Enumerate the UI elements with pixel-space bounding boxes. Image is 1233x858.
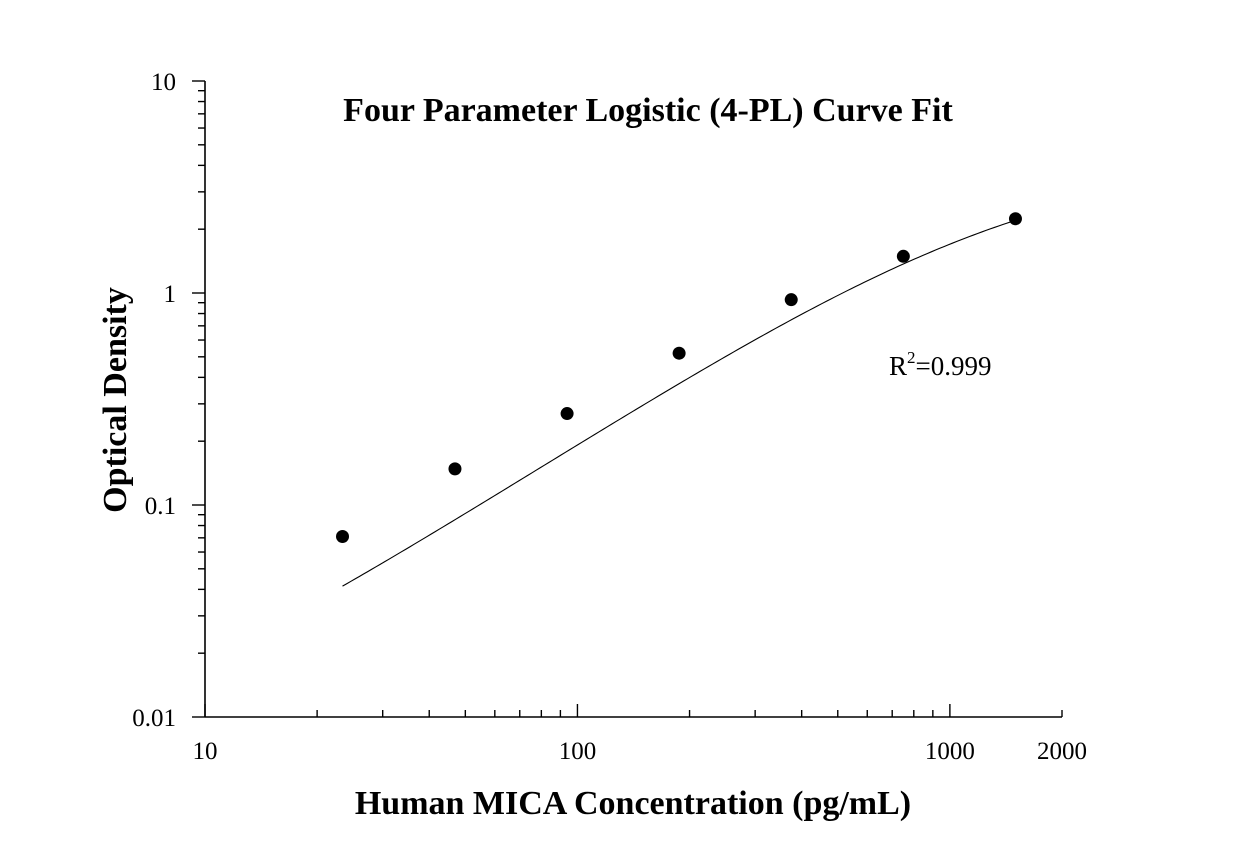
axis-tick-labels: 10 100 1000 2000 0.01 0.1 1 10 xyxy=(132,69,1087,765)
r-squared-superscript: 2 xyxy=(907,348,916,367)
x-tick-label: 1000 xyxy=(925,738,975,765)
chart-title: Four Parameter Logistic (4-PL) Curve Fit xyxy=(343,92,953,129)
data-point xyxy=(672,346,686,360)
axis-ticks xyxy=(192,80,1063,718)
data-point xyxy=(336,530,350,544)
data-point xyxy=(448,462,462,476)
data-point xyxy=(560,407,574,421)
x-tick-label: 100 xyxy=(559,738,597,765)
data-points xyxy=(336,212,1022,544)
r-squared-base: R xyxy=(889,351,907,381)
x-tick-label: 2000 xyxy=(1037,738,1087,765)
r-squared-annotation: R2=0.999 xyxy=(889,348,992,381)
y-tick-label: 0.1 xyxy=(145,493,176,520)
plot-axes xyxy=(204,81,1062,718)
y-tick-label: 10 xyxy=(151,69,176,96)
fit-curve xyxy=(342,219,1016,587)
x-tick-label: 10 xyxy=(193,738,218,765)
data-point xyxy=(1008,212,1022,226)
data-point xyxy=(896,249,910,263)
y-tick-label: 0.01 xyxy=(132,705,176,732)
x-axis-label: Human MICA Concentration (pg/mL) xyxy=(355,785,911,822)
r-squared-value: =0.999 xyxy=(916,351,992,381)
y-axis-label: Optical Density xyxy=(97,287,134,513)
y-tick-label: 1 xyxy=(164,281,177,308)
data-point xyxy=(784,293,798,307)
